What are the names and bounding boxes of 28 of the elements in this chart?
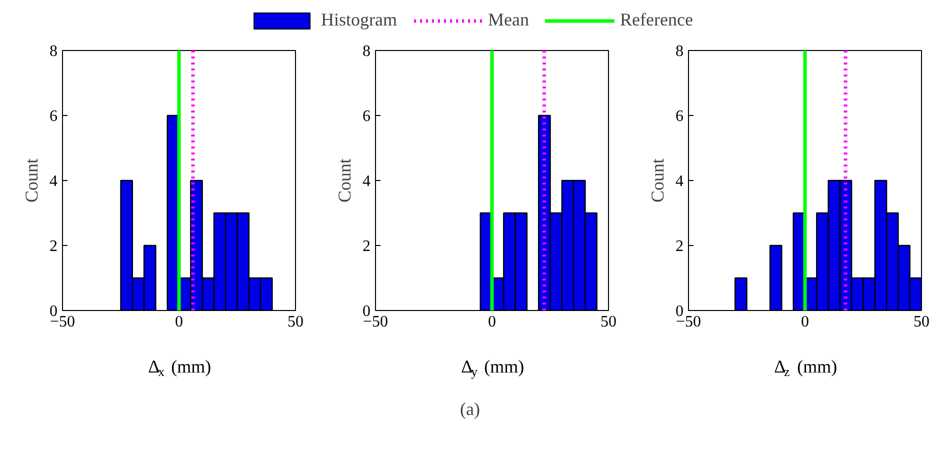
x-tick-label: 50 xyxy=(600,314,616,330)
y-tick-label: 4 xyxy=(50,173,58,190)
legend-label: Histogram xyxy=(321,10,398,30)
y-tick-label: 4 xyxy=(676,173,684,190)
y-tick-label: 4 xyxy=(362,173,370,190)
y-tick-label: 2 xyxy=(362,238,370,255)
y-tick-label: 6 xyxy=(50,108,58,125)
y-tick-label: 8 xyxy=(676,43,684,60)
y-tick-label: 2 xyxy=(50,238,58,255)
x-tick-label: 50 xyxy=(288,314,304,330)
y-tick-label: 8 xyxy=(50,43,58,60)
y-axis-title: Count xyxy=(334,158,354,203)
y-axis-title: Count xyxy=(648,158,668,203)
y-tick-label: 0 xyxy=(676,303,684,320)
y-axis-title: Count xyxy=(22,158,42,203)
legend-label: Mean xyxy=(488,10,530,30)
y-tick-label: 0 xyxy=(362,303,370,320)
x-tick-label: 0 xyxy=(488,314,496,330)
y-tick-label: 8 xyxy=(362,43,370,60)
legend-label: Reference xyxy=(620,10,693,30)
y-tick-label: 2 xyxy=(676,238,684,255)
y-tick-label: 0 xyxy=(50,303,58,320)
x-tick-label: 50 xyxy=(914,314,930,330)
y-tick-label: 6 xyxy=(362,108,370,125)
x-tick-label: 0 xyxy=(175,314,183,330)
text: (a) xyxy=(460,399,480,420)
x-tick-label: 0 xyxy=(801,314,809,330)
y-tick-label: 6 xyxy=(676,108,684,125)
